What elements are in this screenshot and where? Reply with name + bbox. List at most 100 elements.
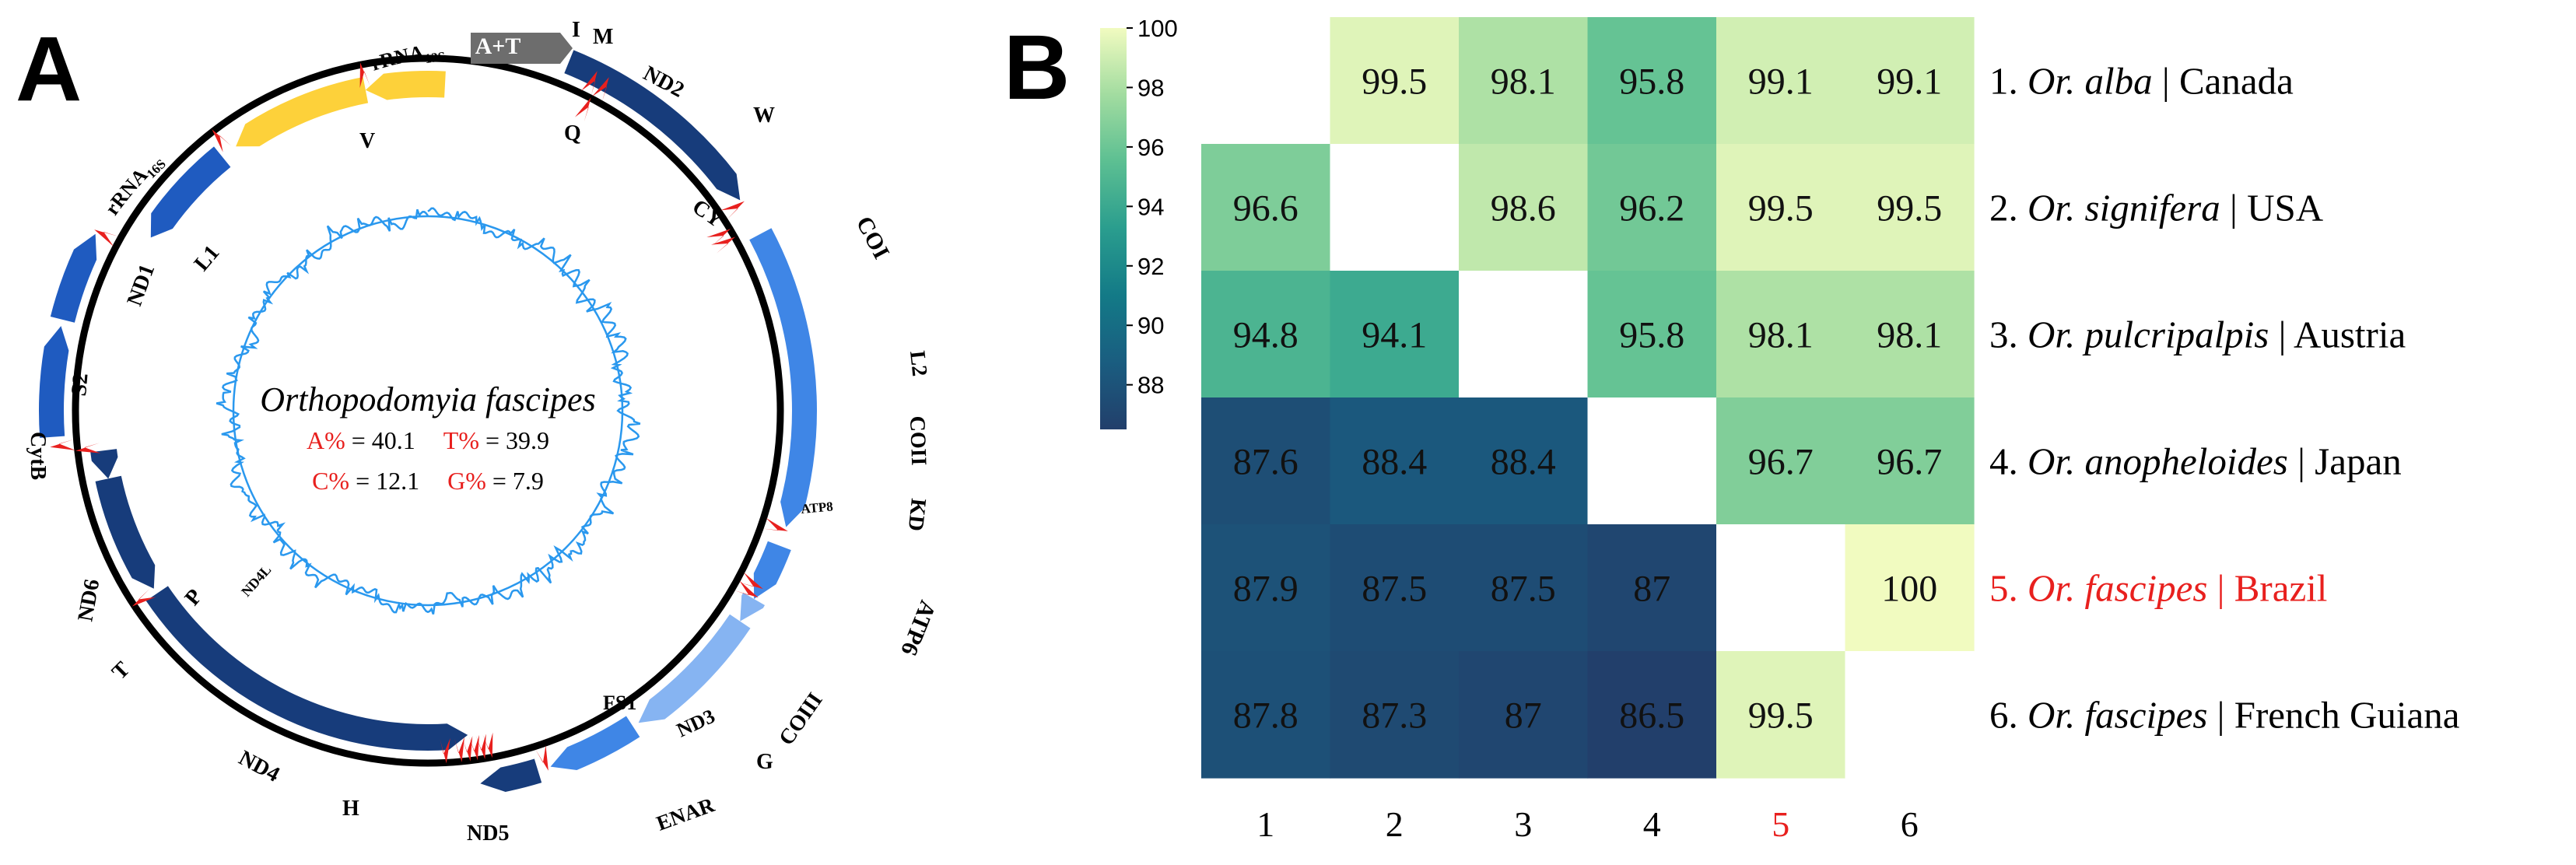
heatmap-cell-empty (1716, 524, 1846, 652)
heatmap-cell-value: 87 (1505, 695, 1542, 737)
colorbar-tick-label: 88 (1137, 372, 1164, 399)
label-nd5: ND5 (467, 821, 509, 846)
heatmap-cell-value: 88.4 (1362, 442, 1427, 483)
heatmap-cell (1459, 17, 1589, 145)
inner-baseline-circle (232, 215, 624, 607)
column-label: 4 (1643, 804, 1661, 844)
gene-nd1 (150, 146, 231, 238)
heatmap-cell (1459, 651, 1589, 779)
trna-l1 (212, 129, 232, 152)
gene-nd4l (90, 449, 118, 479)
row-label: 6. Or. fascipes | French Guiana (1989, 694, 2460, 737)
heatmap-cell (1201, 144, 1331, 271)
composition-a: A% = 40.1 (306, 426, 415, 454)
composition-t: T% = 39.9 (443, 426, 550, 454)
heatmap-cell (1330, 524, 1460, 652)
heatmap-cell-value: 98.6 (1491, 188, 1556, 229)
trna-label-q: Q (564, 121, 581, 145)
trna-d (734, 580, 759, 598)
trna-m (592, 77, 609, 102)
gene-coiii (550, 716, 640, 770)
trna-q (574, 97, 591, 122)
trna-l2 (762, 517, 788, 531)
gene-coi (749, 228, 817, 527)
gene-nd3 (480, 758, 542, 792)
heatmap-cell-value: 100 (1881, 569, 1937, 610)
heatmap-cell-empty (1201, 17, 1331, 145)
gene-nd2 (564, 50, 741, 201)
trna-label-h: H (342, 797, 359, 821)
trna-label-l2: L2 (905, 349, 931, 377)
heatmap-cell-value: 96.6 (1233, 188, 1299, 229)
heatmap-cell-value: 98.1 (1877, 315, 1942, 356)
panel-a: ND2 COI COII ATP8 ATP6 COIII ND3 ND5 ND4… (0, 0, 973, 861)
trna-label-m: M (593, 25, 613, 49)
heatmap-cell (1845, 524, 1975, 652)
heatmap-cell (1716, 144, 1846, 271)
trna-label-fs1: FS1 (603, 692, 636, 714)
heatmap-cell-empty (1845, 651, 1975, 779)
label-atp8: ATP8 (801, 499, 834, 517)
gene-atp6 (638, 614, 751, 723)
colorbar-tick-label: 98 (1137, 74, 1164, 101)
trna-i (581, 71, 598, 96)
heatmap-cell-empty (1459, 271, 1589, 398)
colorbar-tick-label: 94 (1137, 193, 1164, 220)
heatmap-cell-value: 87.8 (1233, 695, 1299, 737)
gene-nd6 (38, 326, 69, 438)
heatmap-cell (1587, 524, 1717, 652)
row-label: 5. Or. fascipes | Brazil (1989, 567, 2327, 610)
trna-k (738, 572, 763, 590)
trna-e (482, 732, 493, 758)
heatmap-cell (1845, 144, 1975, 271)
heatmap-cell (1459, 144, 1589, 271)
trna-r (462, 736, 473, 762)
composition-row-2: C% = 12.1 G% = 7.9 (0, 467, 856, 496)
heatmap-cell (1201, 651, 1331, 779)
label-control-region: A+T (475, 33, 521, 59)
heatmap-cell-value: 87.5 (1491, 569, 1556, 610)
column-label: 5 (1772, 804, 1789, 844)
trna-label-v: V (359, 129, 375, 153)
heatmap-cell (1459, 397, 1589, 525)
heatmap-cell-value: 98.1 (1491, 61, 1556, 103)
genome-circle (72, 54, 784, 767)
trna-a (468, 734, 480, 761)
trna-s2 (94, 229, 119, 247)
heatmap-cell-value: 87.3 (1362, 695, 1427, 737)
panel-letter-b: B (1004, 16, 1071, 119)
heatmap-cell-value: 87.9 (1233, 569, 1299, 610)
panel-letter-a: A (16, 18, 82, 121)
heatmap-cell-empty (1330, 144, 1460, 271)
heatmap-cell (1201, 397, 1331, 525)
control-region-block (471, 33, 573, 64)
heatmap-cell-value: 95.8 (1619, 315, 1684, 356)
heatmap-cell-value: 86.5 (1619, 695, 1684, 737)
gc-skew-wave (216, 207, 641, 615)
trna-t (50, 439, 75, 450)
column-label: 1 (1256, 804, 1274, 844)
heatmap-cell-value: 94.8 (1233, 315, 1299, 356)
heatmap-cell-value: 87.5 (1362, 569, 1427, 610)
column-label: 3 (1514, 804, 1532, 844)
heatmap-cell-empty (1587, 397, 1717, 525)
heatmap-cell (1330, 17, 1460, 145)
colorbar (1100, 28, 1127, 429)
heatmap-cell (1587, 144, 1717, 271)
heatmap-cell (1587, 651, 1717, 779)
trna-f (454, 737, 465, 762)
trna-p (75, 443, 101, 454)
species-title: Orthopodomyia fascipes (260, 380, 596, 418)
trna-label-i: I (572, 18, 580, 42)
heatmap-cell-value: 99.5 (1748, 695, 1814, 737)
label-coii: COII (905, 415, 931, 466)
heatmap-cell-value: 87.6 (1233, 442, 1299, 483)
trna-label-g: G (756, 750, 773, 774)
heatmap-cell-value: 96.7 (1877, 442, 1942, 483)
heatmap-cell (1716, 651, 1846, 779)
heatmap-cell (1587, 17, 1717, 145)
heatmap-cell-value: 95.8 (1619, 61, 1684, 103)
gene-rrna16s (236, 77, 369, 147)
colorbar-tick-label: 90 (1137, 312, 1164, 339)
colorbar-tick-label: 96 (1137, 134, 1164, 161)
